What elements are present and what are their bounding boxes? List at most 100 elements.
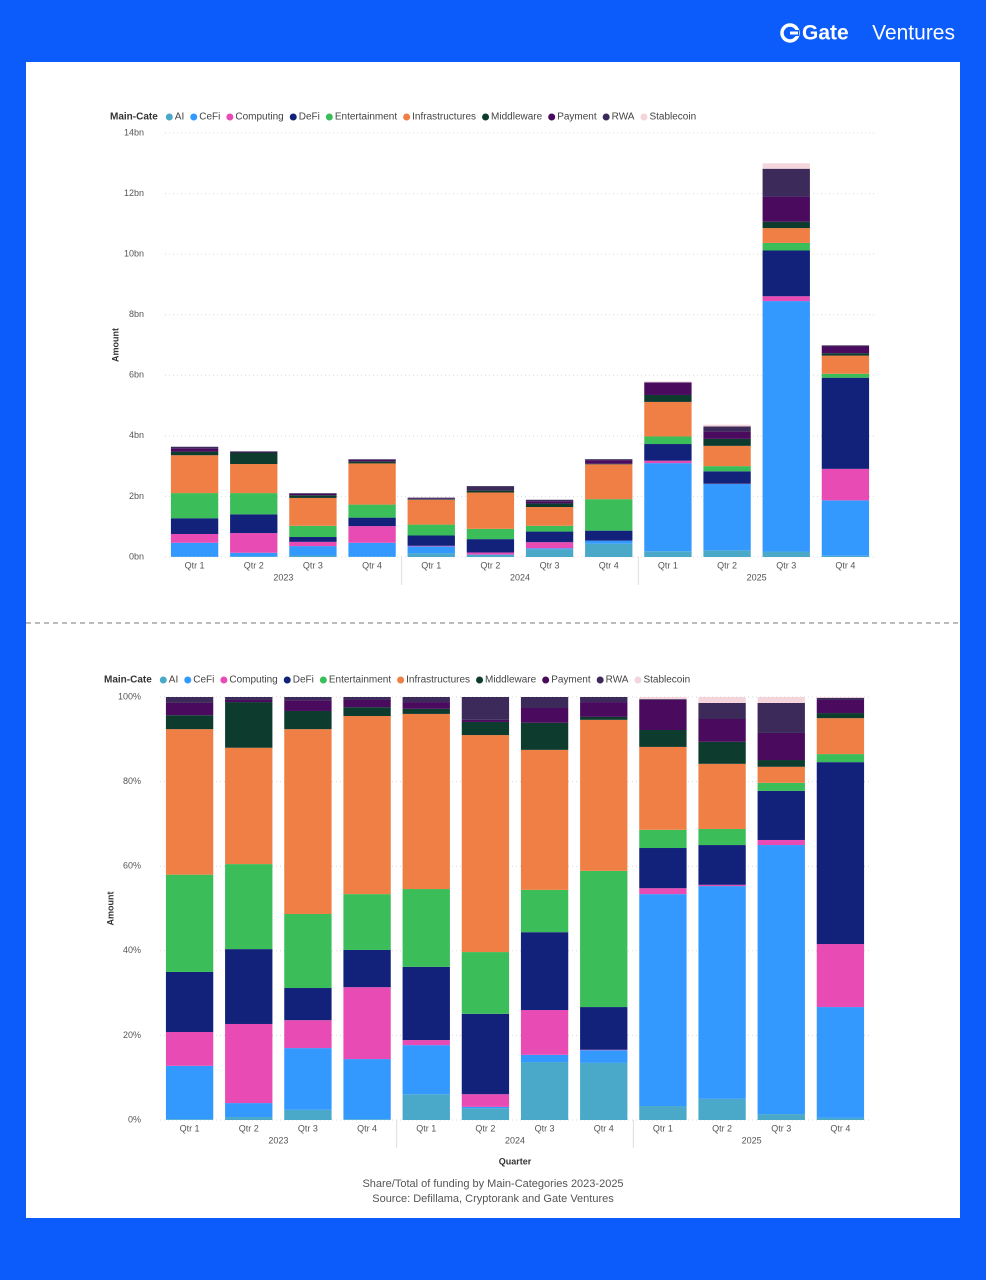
bar-segment xyxy=(703,426,751,432)
x-tick-label: Qtr 1 xyxy=(421,560,441,570)
bar-segment xyxy=(461,1108,510,1120)
legend-marker xyxy=(283,676,291,684)
legend-marker xyxy=(596,676,604,684)
bar-segment xyxy=(698,702,746,719)
bar-segment xyxy=(757,1114,805,1120)
bar-segment xyxy=(821,468,870,501)
bar-segment xyxy=(284,1020,332,1049)
bar-segment xyxy=(757,790,805,840)
x-axis-title: Quarter xyxy=(499,1156,532,1166)
bar-segment xyxy=(461,952,510,1014)
bar-segment xyxy=(585,543,633,557)
bar-segment xyxy=(170,455,219,494)
bar-segment xyxy=(698,763,746,829)
legend-marker xyxy=(482,113,490,121)
bar-segment xyxy=(757,845,805,1115)
bar-segment xyxy=(402,889,450,967)
bar-segment xyxy=(225,949,273,1024)
bar-segment xyxy=(407,546,455,554)
legend-label: CeFi xyxy=(193,675,214,686)
bar-segment xyxy=(644,444,692,461)
bar-segment xyxy=(644,382,692,395)
legend-title: Main-Cate xyxy=(104,675,152,686)
legend-label: Entertainment xyxy=(329,675,391,686)
legend-marker xyxy=(548,113,556,121)
bar-segment xyxy=(225,747,273,865)
bar-segment xyxy=(762,163,810,169)
x-tick-label: Qtr 1 xyxy=(653,1123,673,1133)
x-group-label: 2024 xyxy=(505,1135,525,1145)
legend-label: Stablecoin xyxy=(649,112,696,123)
bar-segment xyxy=(402,697,450,703)
x-tick-label: Qtr 4 xyxy=(362,560,382,570)
bar-segment xyxy=(170,446,219,449)
bar-segment xyxy=(165,702,214,716)
bar-segment xyxy=(284,913,332,989)
legend-label: Middleware xyxy=(485,675,537,686)
x-tick-label: Qtr 4 xyxy=(357,1123,377,1133)
bar-segment xyxy=(585,499,633,531)
bar-segment xyxy=(461,1094,510,1107)
bar-segment xyxy=(757,760,805,767)
bar-segment xyxy=(698,884,746,887)
legend-marker xyxy=(397,676,405,684)
bar-segment xyxy=(230,493,278,515)
legend-marker xyxy=(602,113,610,121)
bar-segment xyxy=(402,708,450,714)
x-tick-label: Qtr 3 xyxy=(776,560,796,570)
bar-segment xyxy=(639,888,687,895)
legend-marker xyxy=(319,676,327,684)
x-group-label: 2025 xyxy=(742,1135,762,1145)
bar-segment xyxy=(644,551,692,557)
y-tick-label: 40% xyxy=(123,945,141,955)
bar-segment xyxy=(698,718,746,742)
caption: Share/Total of funding by Main-Categorie… xyxy=(362,1178,623,1190)
y-tick-label: 20% xyxy=(123,1030,141,1040)
bar-segment xyxy=(816,718,865,755)
bar-segment xyxy=(816,713,865,719)
bar-segment xyxy=(644,436,692,445)
bar-segment xyxy=(585,540,633,544)
legend-label: Computing xyxy=(235,112,283,123)
bar-segment xyxy=(821,355,870,374)
bar-segment xyxy=(348,463,396,505)
y-tick-label: 80% xyxy=(123,776,141,786)
bar-segment xyxy=(466,552,515,555)
bar-segment xyxy=(580,697,628,703)
y-axis-title: Amount xyxy=(110,328,120,362)
bar-segment xyxy=(225,864,273,950)
bar-segment xyxy=(402,702,450,709)
bar-segment xyxy=(821,500,870,556)
legend-label: AI xyxy=(175,112,184,123)
bar-segment xyxy=(585,464,633,500)
bar-segment xyxy=(284,729,332,914)
bar-segment xyxy=(757,766,805,783)
legend-marker xyxy=(640,113,648,121)
bar-segment xyxy=(466,486,515,491)
bar-segment xyxy=(525,501,574,504)
x-tick-label: Qtr 3 xyxy=(535,1123,555,1133)
bar-segment xyxy=(165,1119,214,1120)
bar-segment xyxy=(520,1062,569,1120)
bar-segment xyxy=(639,699,687,730)
bar-segment xyxy=(230,533,278,553)
bar-segment xyxy=(402,1045,450,1095)
bar-segment xyxy=(816,944,865,1008)
y-tick-label: 0bn xyxy=(129,551,144,561)
x-tick-label: Qtr 2 xyxy=(239,1123,259,1133)
bar-segment xyxy=(585,460,633,464)
legend-label: Payment xyxy=(551,675,591,686)
y-tick-label: 10bn xyxy=(124,249,144,259)
legend-label: Infrastructures xyxy=(412,112,476,123)
bar-segment xyxy=(525,548,574,550)
bar-segment xyxy=(343,949,391,988)
bar-segment xyxy=(402,1094,450,1120)
caption: Source: Defillama, Cryptorank and Gate V… xyxy=(372,1193,614,1205)
bar-segment xyxy=(520,889,569,933)
bar-segment xyxy=(821,555,870,557)
bar-segment xyxy=(225,702,273,748)
logo-bar xyxy=(790,31,798,35)
y-tick-label: 14bn xyxy=(124,127,144,137)
bar-segment xyxy=(821,345,870,347)
